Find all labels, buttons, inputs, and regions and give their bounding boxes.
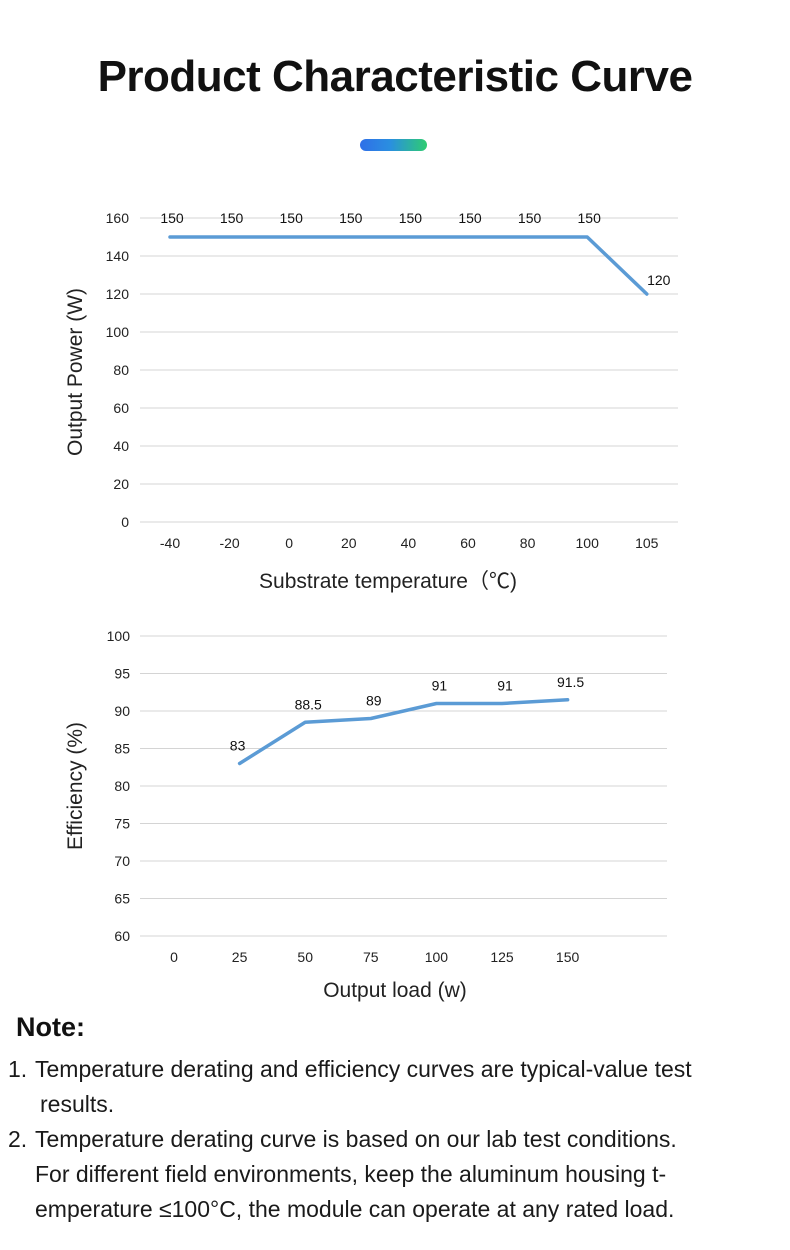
data-label: 83 <box>230 738 246 754</box>
x-tick-label: 150 <box>556 949 580 965</box>
note-number: 2. <box>8 1126 28 1152</box>
data-label: 150 <box>160 210 184 226</box>
power-derating-chart: 0 20 40 60 80 100 120 140 160 -40 -20 0 20 40 60 80 100 1… <box>64 210 678 593</box>
y-tick-label: 60 <box>114 928 130 944</box>
data-label: 150 <box>280 210 304 226</box>
data-label: 89 <box>366 693 382 709</box>
y-tick-label: 120 <box>106 286 130 302</box>
note-item: 2. Temperature derating curve is based o… <box>8 1122 788 1232</box>
y-tick-label: 90 <box>114 703 130 719</box>
x-tick-label: -20 <box>219 535 239 551</box>
x-axis-title: Output load (w) <box>323 979 467 1002</box>
y-tick-label: 95 <box>114 666 130 682</box>
data-label: 150 <box>220 210 244 226</box>
x-tick-label: 50 <box>297 949 313 965</box>
x-tick-label: 60 <box>460 535 476 551</box>
note-line: Temperature derating and efficiency curv… <box>35 1056 692 1082</box>
y-tick-label: 100 <box>107 628 131 644</box>
y-tick-label: 160 <box>106 210 130 226</box>
y-axis-title: Efficiency (%) <box>64 722 87 850</box>
data-label: 91 <box>432 678 448 694</box>
series-line <box>237 698 570 766</box>
note-item: 1. Temperature derating and efficiency c… <box>8 1052 788 1122</box>
x-tick-label: 100 <box>425 949 449 965</box>
x-tick-label: 80 <box>520 535 536 551</box>
data-label: 120 <box>647 272 671 288</box>
x-tick-label: 105 <box>635 535 659 551</box>
x-tick-label: -40 <box>160 535 180 551</box>
data-label: 150 <box>578 210 602 226</box>
note-title: Note: <box>16 1012 85 1042</box>
y-tick-label: 60 <box>113 400 129 416</box>
x-tick-label: 20 <box>341 535 357 551</box>
data-label: 150 <box>399 210 423 226</box>
y-tick-label: 40 <box>113 438 129 454</box>
x-tick-label: 125 <box>490 949 514 965</box>
x-tick-label: 0 <box>285 535 293 551</box>
series-line <box>168 235 649 296</box>
note-line: results. <box>40 1091 115 1117</box>
y-axis-title: Output Power (W) <box>64 288 87 456</box>
data-label: 91 <box>497 678 513 694</box>
y-tick-label: 85 <box>114 741 130 757</box>
note-line: Temperature derating curve is based on o… <box>35 1126 677 1152</box>
y-tick-label: 140 <box>106 248 130 264</box>
x-axis-title: Substrate temperature（℃) <box>259 570 517 593</box>
y-tick-label: 80 <box>114 778 130 794</box>
y-tick-label: 65 <box>114 891 130 907</box>
y-tick-label: 20 <box>113 476 129 492</box>
y-tick-label: 0 <box>121 514 129 530</box>
x-tick-label: 25 <box>232 949 248 965</box>
y-tick-label: 70 <box>114 853 130 869</box>
y-tick-label: 75 <box>114 816 130 832</box>
data-label: 150 <box>339 210 363 226</box>
data-label: 150 <box>518 210 542 226</box>
x-tick-label: 75 <box>363 949 379 965</box>
data-label: 150 <box>458 210 482 226</box>
efficiency-chart: 60 65 70 75 80 85 90 95 100 0 25 50 75 100 125 150 83 88.… <box>64 628 667 1002</box>
data-label: 91.5 <box>557 674 584 690</box>
x-tick-label: 40 <box>401 535 417 551</box>
x-tick-label: 0 <box>170 949 178 965</box>
title-accent-bar <box>360 139 427 151</box>
note-number: 1. <box>8 1056 28 1082</box>
y-tick-label: 80 <box>113 362 129 378</box>
note-line: emperature ≤100°C, the module can operat… <box>35 1196 675 1222</box>
note-line: For different field environments, keep t… <box>35 1161 667 1187</box>
data-label: 88.5 <box>295 696 322 712</box>
x-tick-label: 100 <box>576 535 600 551</box>
page-title: Product Characteristic Curve <box>97 52 693 101</box>
y-tick-label: 100 <box>106 324 130 340</box>
